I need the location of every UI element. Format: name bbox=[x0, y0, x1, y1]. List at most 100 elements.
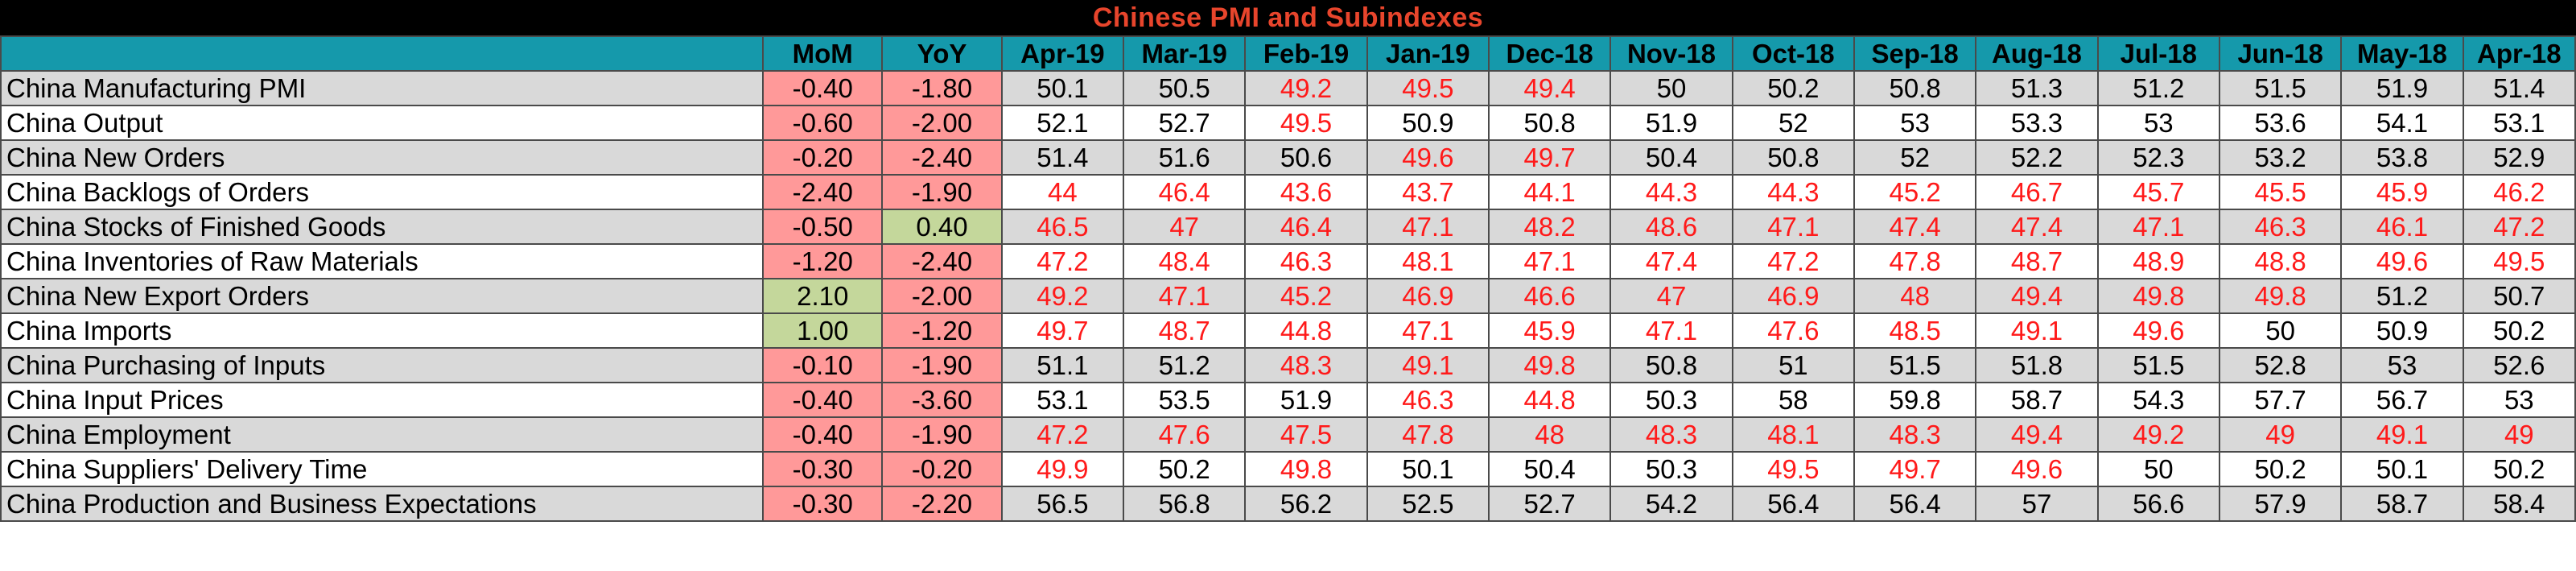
column-header: Feb-19 bbox=[1244, 35, 1368, 72]
value-cell: 57.7 bbox=[2218, 382, 2343, 418]
value-cell: 58.7 bbox=[1975, 382, 2099, 418]
value-cell: 53 bbox=[2340, 347, 2464, 383]
value-cell: 47.1 bbox=[1487, 243, 1612, 279]
value-cell: 50.1 bbox=[2340, 451, 2464, 487]
value-cell: 47.1 bbox=[1123, 278, 1247, 314]
mom-change-cell: -0.10 bbox=[762, 347, 884, 383]
value-cell: 48 bbox=[1853, 278, 1977, 314]
value-cell: 47.6 bbox=[1731, 312, 1855, 349]
row-label: China New Export Orders bbox=[0, 278, 765, 314]
value-cell: 54.3 bbox=[2096, 382, 2220, 418]
value-cell: 50 bbox=[2096, 451, 2220, 487]
table-row: China New Orders -0.20 -2.40 51.4 51.6 50.6 49… bbox=[0, 139, 2576, 176]
value-cell: 49.8 bbox=[2096, 278, 2220, 314]
value-cell: 48.3 bbox=[1244, 347, 1368, 383]
value-cell: 50 bbox=[2218, 312, 2343, 349]
value-cell: 49 bbox=[2462, 416, 2576, 453]
column-header: May-18 bbox=[2340, 35, 2464, 72]
value-cell: 52 bbox=[1731, 105, 1855, 141]
mom-change-cell: -1.20 bbox=[762, 243, 884, 279]
value-cell: 50.6 bbox=[1244, 139, 1368, 176]
value-cell: 51.9 bbox=[1244, 382, 1368, 418]
value-cell: 53.1 bbox=[1000, 382, 1125, 418]
value-cell: 53.1 bbox=[2462, 105, 2576, 141]
value-cell: 46.3 bbox=[1366, 382, 1490, 418]
value-cell: 49.2 bbox=[1244, 70, 1368, 106]
row-label: China Inventories of Raw Materials bbox=[0, 243, 765, 279]
column-header: Nov-18 bbox=[1609, 35, 1733, 72]
value-cell: 54.1 bbox=[2340, 105, 2464, 141]
value-cell: 51.6 bbox=[1123, 139, 1247, 176]
value-cell: 44.8 bbox=[1487, 382, 1612, 418]
value-cell: 47.8 bbox=[1853, 243, 1977, 279]
value-cell: 47.4 bbox=[1853, 209, 1977, 245]
value-cell: 47.1 bbox=[1609, 312, 1733, 349]
value-cell: 53 bbox=[2462, 382, 2576, 418]
value-cell: 49.7 bbox=[1000, 312, 1125, 349]
yoy-change-cell: 0.40 bbox=[881, 209, 1003, 245]
value-cell: 51.3 bbox=[1975, 70, 2099, 106]
value-cell: 47.4 bbox=[1609, 243, 1733, 279]
value-cell: 50.2 bbox=[2462, 451, 2576, 487]
value-cell: 44.3 bbox=[1609, 174, 1733, 210]
value-cell: 51.5 bbox=[2096, 347, 2220, 383]
chart-title: Chinese PMI and Subindexes bbox=[1092, 2, 1484, 33]
header-row: MoM YoY Apr-19 Mar-19 Feb-19 Jan-19 Dec-18 Nov-… bbox=[0, 35, 2576, 72]
value-cell: 47.6 bbox=[1123, 416, 1247, 453]
value-cell: 46.1 bbox=[2340, 209, 2464, 245]
value-cell: 49.5 bbox=[1244, 105, 1368, 141]
value-cell: 49.8 bbox=[1244, 451, 1368, 487]
value-cell: 52.1 bbox=[1000, 105, 1125, 141]
yoy-change-cell: -0.20 bbox=[881, 451, 1003, 487]
column-header: Mar-19 bbox=[1123, 35, 1247, 72]
value-cell: 46.4 bbox=[1123, 174, 1247, 210]
value-cell: 43.6 bbox=[1244, 174, 1368, 210]
row-label: China Output bbox=[0, 105, 765, 141]
mom-change-cell: -0.30 bbox=[762, 451, 884, 487]
value-cell: 49.5 bbox=[1731, 451, 1855, 487]
value-cell: 46.7 bbox=[1975, 174, 2099, 210]
value-cell: 51.9 bbox=[1609, 105, 1733, 141]
value-cell: 49.6 bbox=[2340, 243, 2464, 279]
column-header: Jul-18 bbox=[2096, 35, 2220, 72]
value-cell: 52.7 bbox=[1487, 486, 1612, 522]
value-cell: 51.8 bbox=[1975, 347, 2099, 383]
yoy-change-cell: -1.20 bbox=[881, 312, 1003, 349]
value-cell: 50.8 bbox=[1731, 139, 1855, 176]
mom-change-cell: 2.10 bbox=[762, 278, 884, 314]
table-row: China Stocks of Finished Goods -0.50 0.40 4… bbox=[0, 209, 2576, 245]
value-cell: 51.1 bbox=[1000, 347, 1125, 383]
value-cell: 48.9 bbox=[2096, 243, 2220, 279]
mom-change-cell: -0.60 bbox=[762, 105, 884, 141]
column-header: Jun-18 bbox=[2218, 35, 2343, 72]
row-label: China Imports bbox=[0, 312, 765, 349]
value-cell: 47.1 bbox=[1366, 209, 1490, 245]
value-cell: 49.6 bbox=[1366, 139, 1490, 176]
value-cell: 45.5 bbox=[2218, 174, 2343, 210]
value-cell: 44.8 bbox=[1244, 312, 1368, 349]
value-cell: 46.5 bbox=[1000, 209, 1125, 245]
yoy-change-cell: -1.90 bbox=[881, 174, 1003, 210]
value-cell: 44 bbox=[1000, 174, 1125, 210]
value-cell: 45.9 bbox=[1487, 312, 1612, 349]
value-cell: 47.1 bbox=[1366, 312, 1490, 349]
value-cell: 56.5 bbox=[1000, 486, 1125, 522]
table-row: China Output -0.60 -2.00 52.1 52.7 49.5 50.9 50… bbox=[0, 105, 2576, 141]
value-cell: 48.3 bbox=[1609, 416, 1733, 453]
value-cell: 49 bbox=[2218, 416, 2343, 453]
value-cell: 48.7 bbox=[1975, 243, 2099, 279]
value-cell: 47.2 bbox=[1731, 243, 1855, 279]
value-cell: 47.1 bbox=[2096, 209, 2220, 245]
value-cell: 48.2 bbox=[1487, 209, 1612, 245]
value-cell: 53 bbox=[2096, 105, 2220, 141]
row-label: China Purchasing of Inputs bbox=[0, 347, 765, 383]
value-cell: 50.3 bbox=[1609, 451, 1733, 487]
row-label: China Stocks of Finished Goods bbox=[0, 209, 765, 245]
value-cell: 45.9 bbox=[2340, 174, 2464, 210]
value-cell: 43.7 bbox=[1366, 174, 1490, 210]
value-cell: 58 bbox=[1731, 382, 1855, 418]
value-cell: 47.4 bbox=[1975, 209, 2099, 245]
row-label: China Manufacturing PMI bbox=[0, 70, 765, 106]
table-row: China Input Prices -0.40 -3.60 53.1 53.5 51.9… bbox=[0, 382, 2576, 418]
table-row: China Purchasing of Inputs -0.10 -1.90 51.1… bbox=[0, 347, 2576, 383]
